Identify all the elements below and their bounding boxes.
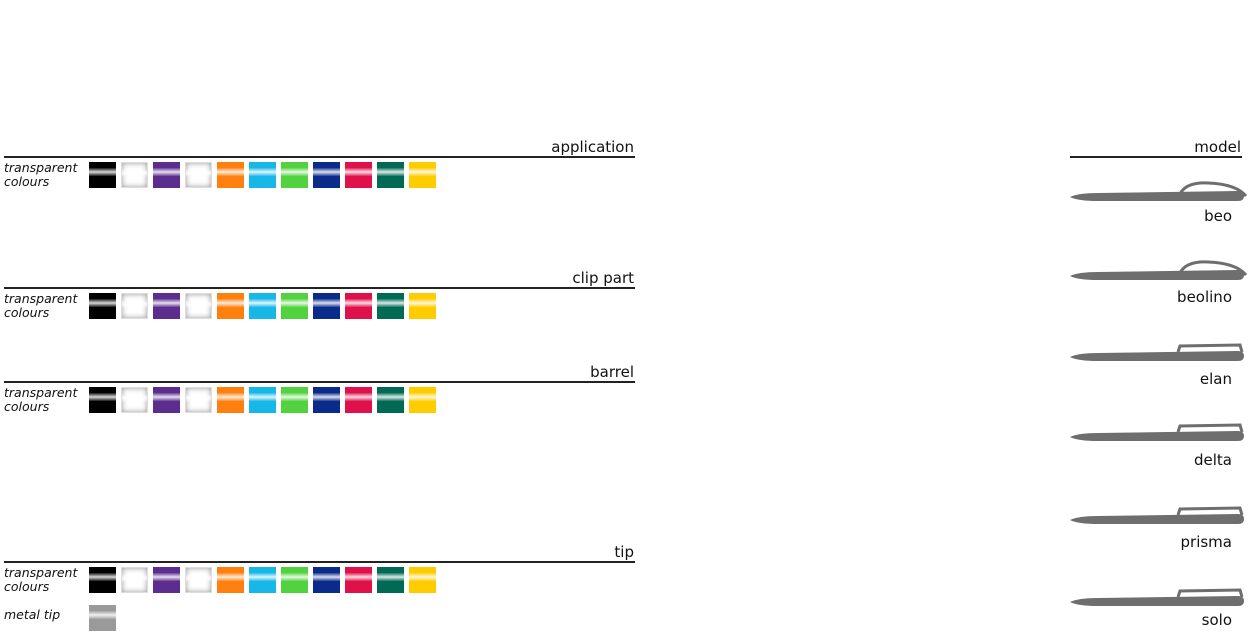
section-title: barrel xyxy=(590,363,634,381)
colour-swatch[interactable] xyxy=(281,567,308,593)
row-label: transparent colours xyxy=(4,565,78,594)
colour-swatch[interactable] xyxy=(121,387,148,413)
colour-swatch[interactable] xyxy=(185,293,212,319)
section-title: clip part xyxy=(572,269,634,287)
row-label: transparent colours xyxy=(4,385,78,414)
colour-swatch[interactable] xyxy=(249,293,276,319)
colour-swatch[interactable] xyxy=(153,162,180,188)
section-rule xyxy=(4,156,635,158)
colour-swatch[interactable] xyxy=(89,605,116,631)
pen-image[interactable] xyxy=(1068,420,1248,448)
colour-swatch[interactable] xyxy=(377,567,404,593)
colour-swatch[interactable] xyxy=(249,387,276,413)
model-name[interactable]: beo xyxy=(1204,207,1232,225)
model-name[interactable]: elan xyxy=(1199,370,1232,388)
colour-swatch[interactable] xyxy=(185,387,212,413)
colour-swatch[interactable] xyxy=(345,162,372,188)
colour-swatch[interactable] xyxy=(89,162,116,188)
colour-swatch[interactable] xyxy=(345,293,372,319)
pen-image[interactable] xyxy=(1068,503,1248,531)
colour-swatch[interactable] xyxy=(345,567,372,593)
colour-swatch[interactable] xyxy=(89,567,116,593)
colour-swatch[interactable] xyxy=(185,567,212,593)
colour-swatch[interactable] xyxy=(281,162,308,188)
colour-swatch[interactable] xyxy=(313,162,340,188)
colour-swatch[interactable] xyxy=(153,567,180,593)
colour-swatch[interactable] xyxy=(249,567,276,593)
pen-image[interactable] xyxy=(1068,340,1248,368)
colour-swatch[interactable] xyxy=(281,387,308,413)
colour-swatch[interactable] xyxy=(377,293,404,319)
colour-swatch[interactable] xyxy=(409,387,436,413)
colour-swatch[interactable] xyxy=(345,387,372,413)
model-name[interactable]: solo xyxy=(1201,611,1232,629)
colour-swatch[interactable] xyxy=(121,162,148,188)
colour-swatch[interactable] xyxy=(409,567,436,593)
model-name[interactable]: beolino xyxy=(1177,288,1232,306)
colour-swatch[interactable] xyxy=(313,567,340,593)
colour-swatch[interactable] xyxy=(409,293,436,319)
row-label: transparent colours xyxy=(4,291,78,320)
colour-swatch[interactable] xyxy=(153,387,180,413)
section-title: application xyxy=(551,138,634,156)
colour-swatch[interactable] xyxy=(89,387,116,413)
pen-image[interactable] xyxy=(1068,585,1248,613)
colour-swatch[interactable] xyxy=(409,162,436,188)
row-label: transparent colours xyxy=(4,160,78,189)
colour-swatch[interactable] xyxy=(281,293,308,319)
model-rule xyxy=(1070,156,1242,158)
colour-swatch[interactable] xyxy=(313,387,340,413)
colour-swatch[interactable] xyxy=(153,293,180,319)
colour-swatch[interactable] xyxy=(121,293,148,319)
colour-swatch[interactable] xyxy=(377,162,404,188)
colour-swatch[interactable] xyxy=(249,162,276,188)
colour-swatch[interactable] xyxy=(217,293,244,319)
colour-swatch[interactable] xyxy=(185,162,212,188)
colour-swatch[interactable] xyxy=(313,293,340,319)
colour-swatch[interactable] xyxy=(217,387,244,413)
model-name[interactable]: delta xyxy=(1194,451,1232,469)
model-title: model xyxy=(1194,138,1241,156)
colour-swatch[interactable] xyxy=(217,567,244,593)
pen-image[interactable] xyxy=(1068,180,1248,208)
colour-swatch[interactable] xyxy=(217,162,244,188)
section-rule xyxy=(4,287,635,289)
section-title: tip xyxy=(614,543,634,561)
section-rule xyxy=(4,561,635,563)
pen-image[interactable] xyxy=(1068,259,1248,287)
colour-swatch[interactable] xyxy=(121,567,148,593)
model-name[interactable]: prisma xyxy=(1180,533,1232,551)
row-label: metal tip xyxy=(4,607,61,622)
colour-swatch[interactable] xyxy=(89,293,116,319)
section-rule xyxy=(4,381,635,383)
colour-swatch[interactable] xyxy=(377,387,404,413)
